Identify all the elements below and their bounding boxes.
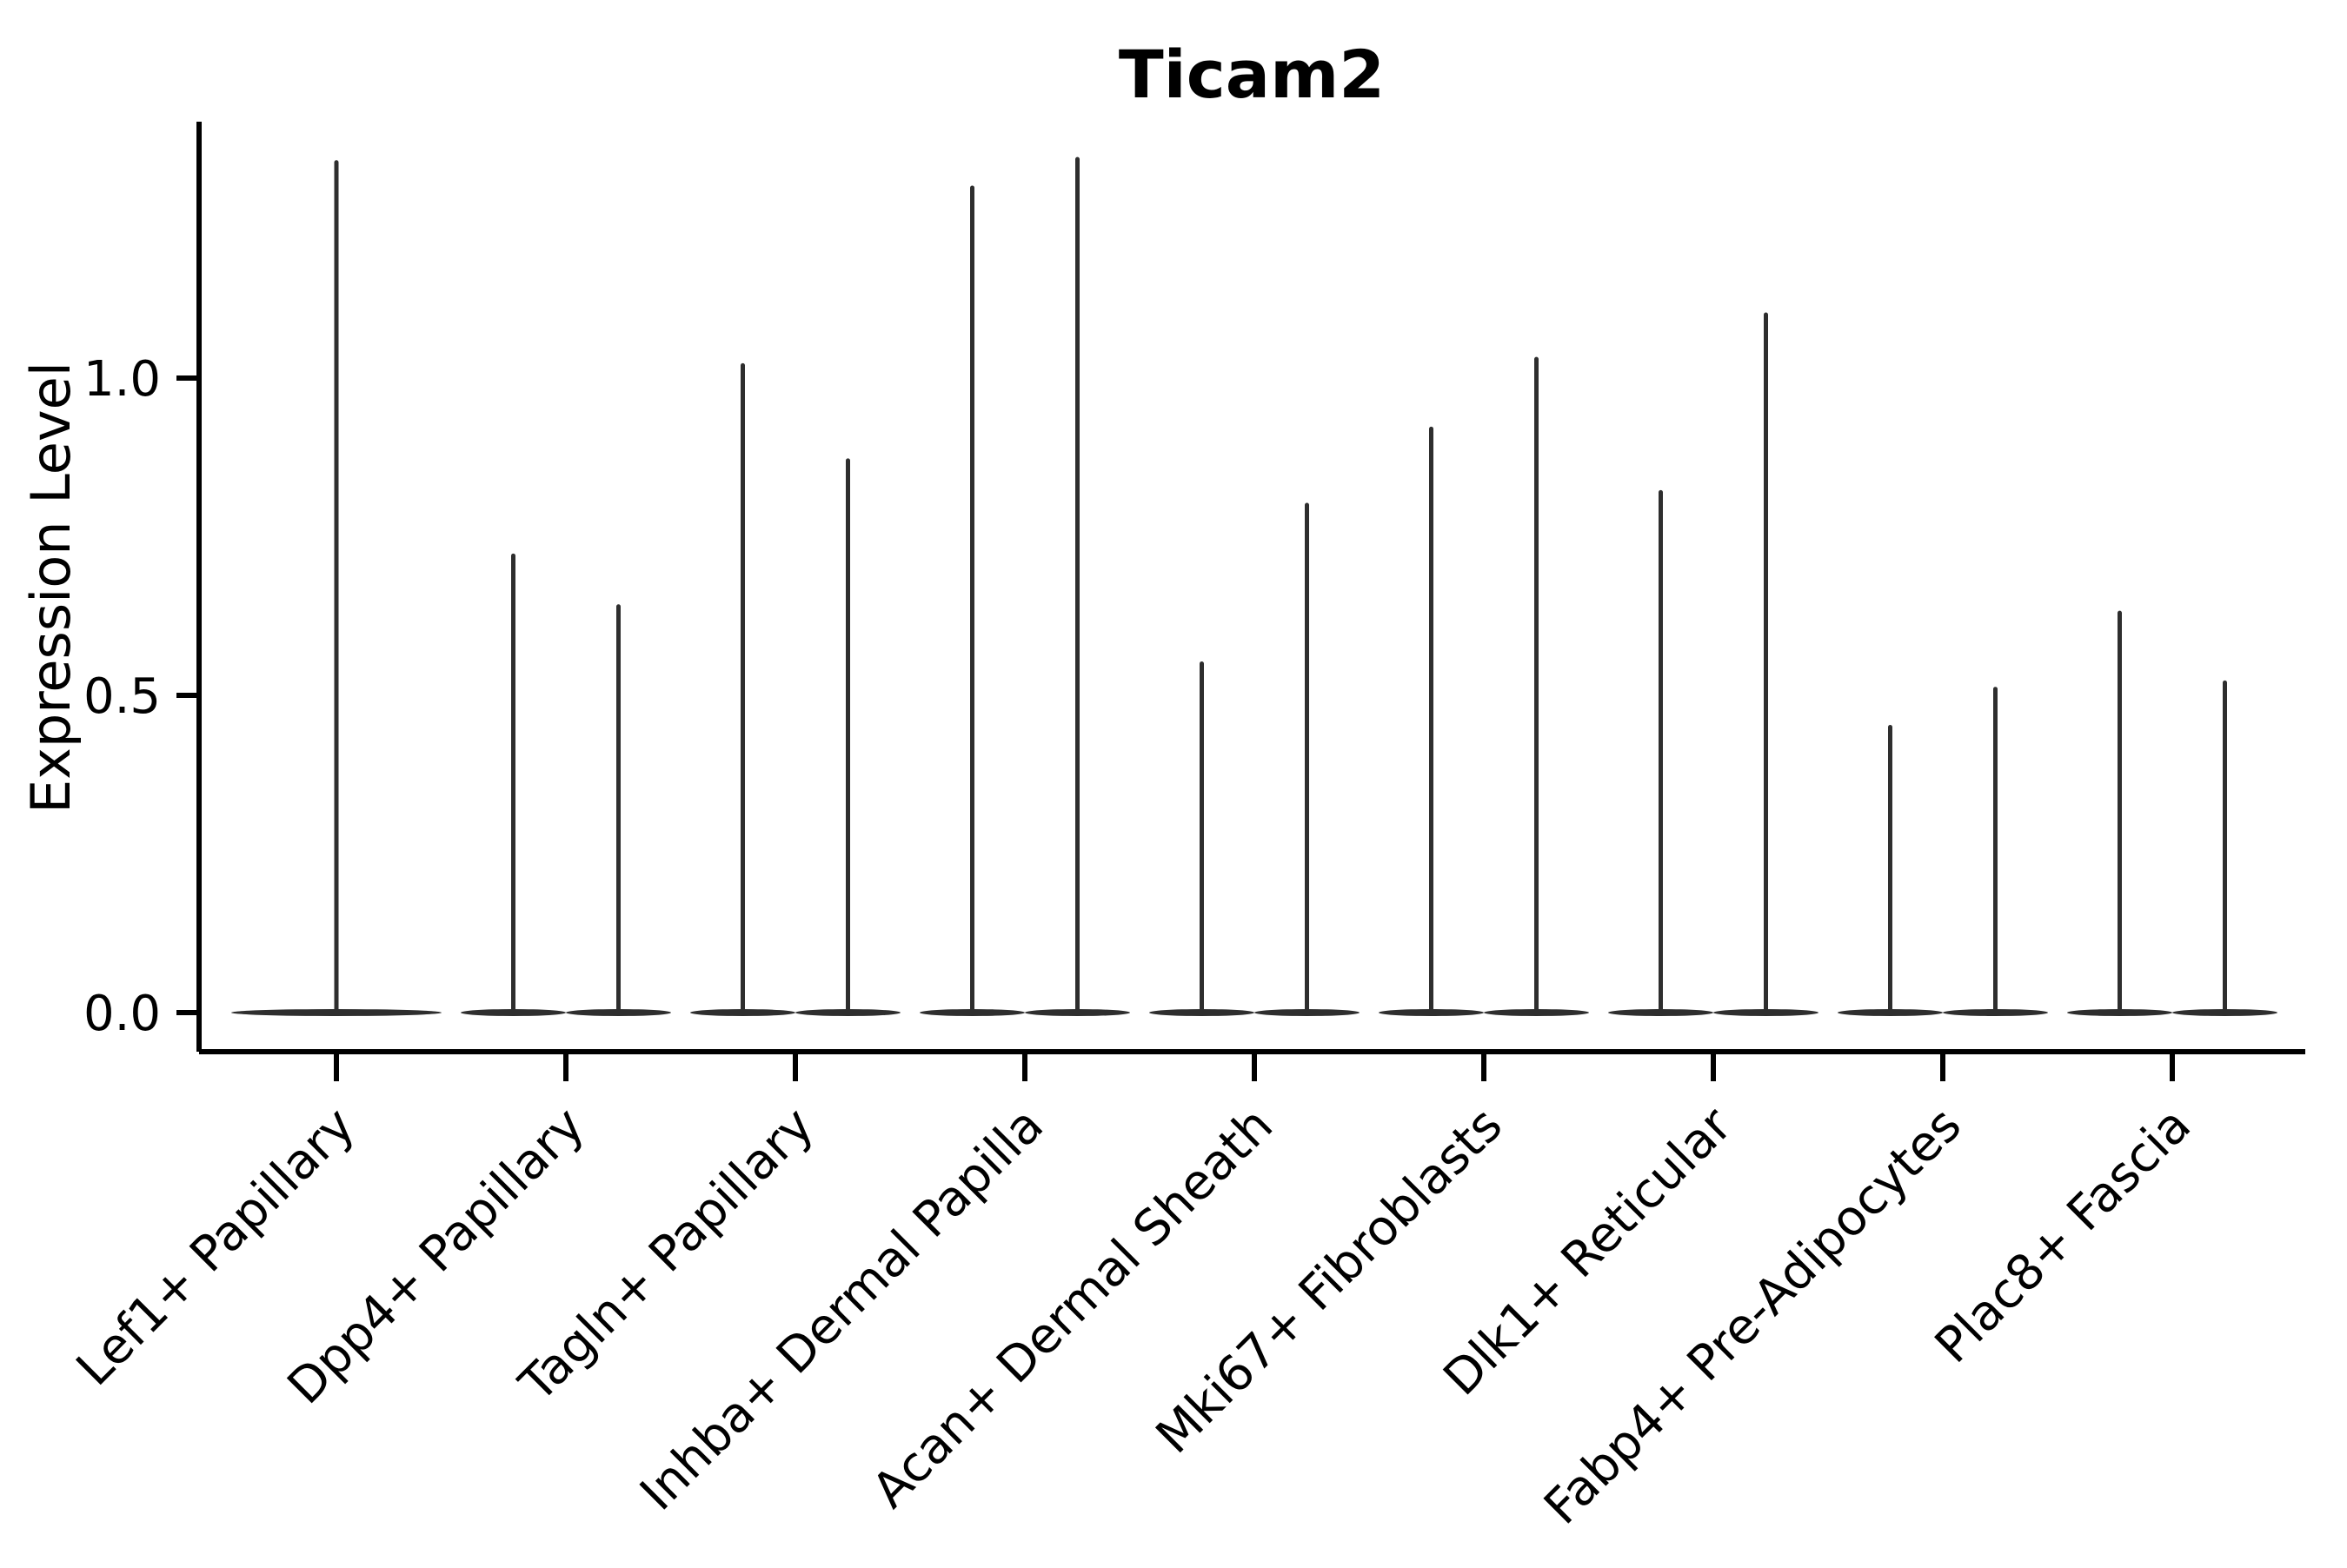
y-axis-ticks: 0.0 0.5 1.0 xyxy=(83,351,199,1042)
chart-title: Ticam2 xyxy=(1119,36,1385,113)
x-tick-label: Fabp4+ Pre-Adipocytes xyxy=(1533,1097,1972,1536)
violin xyxy=(1943,687,2048,1016)
violin xyxy=(231,160,442,1016)
violin xyxy=(1379,426,1484,1016)
y-axis-label: Expression Level xyxy=(19,362,83,814)
x-tick-label: Inhba+ Dermal Papilla xyxy=(629,1097,1054,1522)
violin xyxy=(2172,680,2277,1016)
violin xyxy=(1838,725,1943,1016)
violin xyxy=(1484,356,1589,1016)
violin xyxy=(1608,489,1713,1016)
y-tick-label: 0.0 xyxy=(83,986,161,1042)
violin xyxy=(920,185,1025,1016)
violin xyxy=(1713,312,1818,1016)
violin xyxy=(1149,661,1254,1016)
violin xyxy=(566,604,671,1016)
violin xyxy=(795,458,901,1016)
y-tick-label: 0.5 xyxy=(83,668,161,725)
violin xyxy=(461,553,566,1016)
violin-series xyxy=(231,156,2277,1016)
violin xyxy=(2067,610,2172,1016)
violin xyxy=(690,362,795,1016)
violin xyxy=(1254,502,1360,1016)
x-tick-label: Acan+ Dermal Sheath xyxy=(861,1097,1284,1519)
violin xyxy=(1025,156,1130,1016)
y-tick-label: 1.0 xyxy=(83,351,161,408)
